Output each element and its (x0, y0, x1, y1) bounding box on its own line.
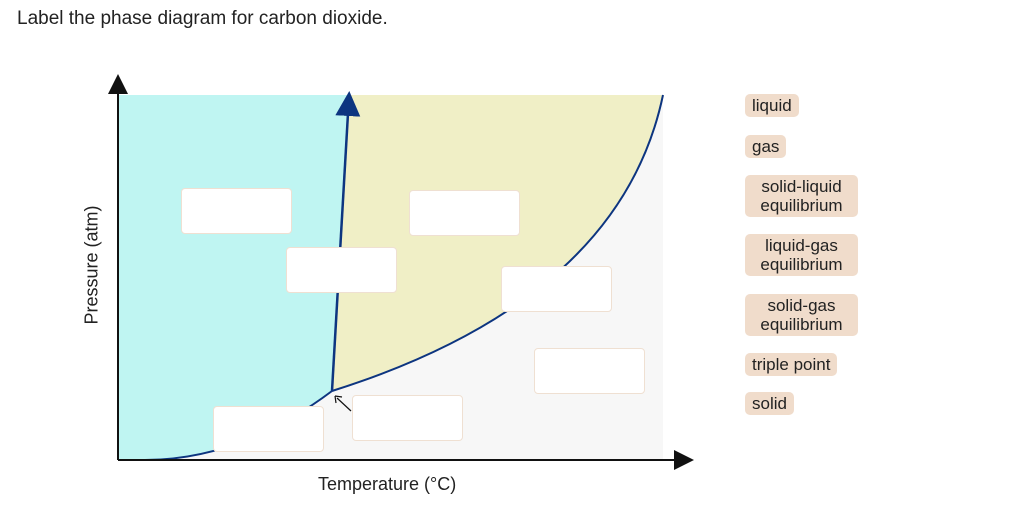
liquid-region (332, 95, 663, 391)
x-axis-label: Temperature (°C) (318, 474, 457, 494)
drop-target[interactable] (534, 348, 645, 394)
drop-target[interactable] (501, 266, 612, 312)
label-chip-solid-gas-equilibrium[interactable]: solid-gas equilibrium (745, 294, 858, 336)
label-chip-liquid-gas-equilibrium[interactable]: liquid-gas equilibrium (745, 234, 858, 276)
label-chip-gas[interactable]: gas (745, 135, 787, 158)
drop-target[interactable] (352, 395, 463, 441)
label-chip-liquid[interactable]: liquid (745, 94, 799, 117)
drop-target[interactable] (181, 188, 292, 234)
drop-target[interactable] (213, 406, 324, 452)
drop-target[interactable] (286, 247, 397, 293)
triple-point-pointer-arrow (336, 397, 352, 412)
solid-region (118, 95, 348, 460)
label-chip-triple-point[interactable]: triple point (745, 353, 838, 376)
y-axis-label: Pressure (atm) (81, 205, 102, 325)
label-chip-solid[interactable]: solid (745, 392, 794, 415)
drop-target[interactable] (409, 190, 520, 236)
question-text: Label the phase diagram for carbon dioxi… (17, 8, 388, 29)
solid-liquid-line (330, 91, 361, 392)
label-chip-solid-liquid-equilibrium[interactable]: solid-liquid equilibrium (745, 175, 858, 217)
